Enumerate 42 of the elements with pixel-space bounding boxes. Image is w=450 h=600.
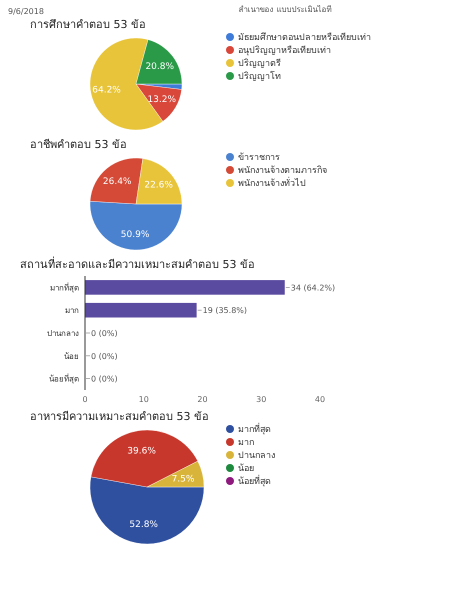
y-tick-label: มาก — [65, 306, 79, 316]
x-tick-label: 40 — [314, 395, 326, 404]
data-label: 39.6% — [127, 446, 156, 456]
x-tick-label: 30 — [256, 395, 266, 404]
data-label: 7.5% — [172, 474, 195, 484]
legend-label: พนักงานจ้างตามภารกิจ — [238, 165, 327, 176]
legend-label: น้อย — [238, 463, 254, 474]
legend-label: ปานกลาง — [238, 451, 275, 461]
chart-title: สถานที่สะอาดและมีความเหมาะสมคำตอบ 53 ข้อ — [20, 256, 255, 271]
y-tick-label: น้อยที่สุด — [49, 372, 79, 384]
y-tick-label: ปานกลาง — [47, 329, 79, 338]
legend-label: ปริญญาโท — [238, 71, 281, 82]
chart-title: การศึกษาคำตอบ 53 ข้อ — [30, 18, 146, 31]
legend-label: ปริญญาตรี — [238, 58, 281, 69]
data-label: 0 (0%) — [91, 374, 118, 384]
legend-label: ข้าราชการ — [238, 152, 280, 163]
data-label: 34 (64.2%) — [290, 283, 336, 292]
legend-label: อนุปริญญาหรือเทียบเท่า — [238, 45, 331, 56]
legend-label: มากที่สุด — [238, 422, 271, 435]
data-label: 22.6% — [144, 180, 174, 190]
x-tick-label: 10 — [138, 395, 149, 404]
x-tick-label: 0 — [82, 395, 88, 404]
legend-label: มัธยมศึกษาตอนปลายหรือเทียบเท่า — [238, 32, 371, 43]
data-label: 19 (35.8%) — [202, 306, 248, 316]
chart-title: อาหารมีความเหมาะสมคำตอบ 53 ข้อ — [30, 410, 209, 423]
data-label: 26.4% — [102, 176, 132, 187]
data-label: 50.9% — [120, 230, 150, 240]
data-label: 52.8% — [129, 520, 158, 530]
legend-label: มาก — [238, 438, 254, 448]
data-label: 0 (0%) — [91, 352, 118, 361]
data-label: 20.8% — [145, 62, 174, 72]
text: สำเนาของ แบบประเมินไอที — [238, 5, 332, 14]
chart-title: อาชีพคำตอบ 53 ข้อ — [30, 138, 127, 151]
y-tick-label: มากที่สุด — [50, 281, 79, 292]
y-tick-label: น้อย — [64, 352, 79, 361]
data-label: 64.2% — [92, 85, 122, 96]
data-label: 13.2% — [147, 95, 176, 106]
x-tick-label: 20 — [197, 395, 208, 404]
legend-label: น้อยที่สุด — [238, 474, 271, 487]
legend-label: พนักงานจ้างทั่วไป — [238, 176, 306, 189]
text: 9/6/2018 — [8, 7, 44, 16]
data-label: 0 (0%) — [91, 329, 118, 338]
